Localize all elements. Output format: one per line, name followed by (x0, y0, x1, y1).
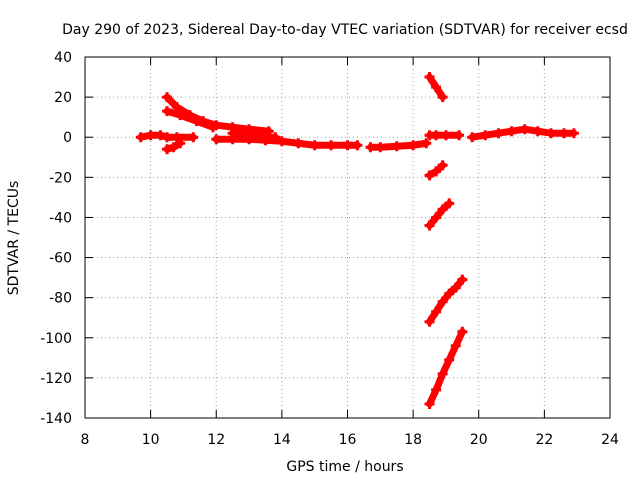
data-point (424, 316, 435, 327)
y-tick-label: 0 (63, 130, 72, 146)
series-line-sat-e (212, 135, 361, 149)
data-point (440, 130, 451, 141)
data-point (431, 306, 442, 317)
data-point (480, 130, 491, 141)
data-point (424, 72, 435, 83)
data-point (276, 136, 287, 147)
data-point (352, 140, 363, 151)
data-point (162, 132, 173, 143)
data-point (450, 282, 461, 293)
y-tick-label: -80 (49, 291, 72, 307)
data-point (493, 128, 504, 139)
data-point (171, 132, 182, 143)
data-point (326, 140, 337, 151)
data-point (207, 122, 218, 133)
y-tick-label: -100 (40, 331, 72, 347)
data-point (162, 106, 173, 117)
y-tick-label: 20 (54, 90, 72, 106)
data-point (444, 354, 455, 365)
y-tick-label: -140 (40, 411, 72, 427)
x-tick-label: 24 (601, 432, 619, 448)
chart-title: Day 290 of 2023, Sidereal Day-to-day VTE… (62, 22, 628, 38)
data-point (191, 116, 202, 127)
tick-layer (84, 56, 611, 419)
data-point (162, 144, 173, 155)
x-tick-label: 16 (339, 432, 357, 448)
data-point (444, 198, 455, 209)
series-line-sat-k (426, 199, 453, 229)
data-point (145, 130, 156, 141)
y-axis-label: SDTVAR / TECUs (6, 181, 22, 296)
data-point (155, 130, 166, 141)
x-tick-label: 12 (207, 432, 225, 448)
data-point (293, 138, 304, 149)
data-point (568, 128, 579, 139)
data-point (545, 128, 556, 139)
data-point (444, 288, 455, 299)
data-point (162, 92, 173, 103)
data-point (431, 82, 442, 93)
data-point (171, 102, 182, 113)
data-point (408, 140, 419, 151)
x-tick-label: 10 (142, 432, 160, 448)
data-point (437, 204, 448, 215)
x-tick-label: 14 (273, 432, 291, 448)
data-point (457, 326, 468, 337)
data-point (175, 138, 186, 149)
y-tick-label: -20 (49, 170, 72, 186)
data-point (431, 212, 442, 223)
y-tick-label: 40 (54, 50, 72, 66)
data-point (431, 384, 442, 395)
y-tick-label: -40 (49, 210, 72, 226)
data-point (421, 138, 432, 149)
data-point (467, 132, 478, 143)
data-point (450, 340, 461, 351)
data-point (211, 134, 222, 145)
data-point (244, 130, 255, 141)
data-point (431, 166, 442, 177)
data-point (437, 160, 448, 171)
data-point (457, 274, 468, 285)
data-point (431, 130, 442, 141)
data-point (454, 130, 465, 141)
x-tick-label: 20 (470, 432, 488, 448)
series-line-sat-d (163, 107, 217, 131)
data-point (437, 368, 448, 379)
data-point (342, 140, 353, 151)
data-point (365, 142, 376, 153)
data-point (437, 296, 448, 307)
data-point (519, 124, 530, 135)
data-point (309, 140, 320, 151)
y-tick-label: -120 (40, 371, 72, 387)
data-point (168, 142, 179, 153)
x-tick-label: 22 (535, 432, 553, 448)
x-axis-label: GPS time / hours (286, 459, 403, 475)
data-point (270, 132, 281, 143)
data-point (506, 126, 517, 137)
x-tick-label: 18 (404, 432, 422, 448)
data-point (424, 220, 435, 231)
x-tick-label: 8 (81, 432, 90, 448)
data-point (437, 92, 448, 103)
data-point (135, 132, 146, 143)
data-point (227, 128, 238, 139)
grid-layer (85, 57, 610, 418)
data-layer (135, 72, 579, 409)
data-point (260, 132, 271, 143)
y-tick-label: -60 (49, 251, 72, 267)
data-point (175, 110, 186, 121)
data-point (532, 126, 543, 137)
data-point (188, 132, 199, 143)
data-point (391, 141, 402, 152)
data-point (375, 142, 386, 153)
data-point (424, 398, 435, 409)
data-point (559, 128, 570, 139)
label-layer: 8 10 12 14 16 18 20 22 24 40 20 0 -20 -40 -60 -80 -100 -1… (40, 50, 619, 448)
data-point (424, 170, 435, 181)
